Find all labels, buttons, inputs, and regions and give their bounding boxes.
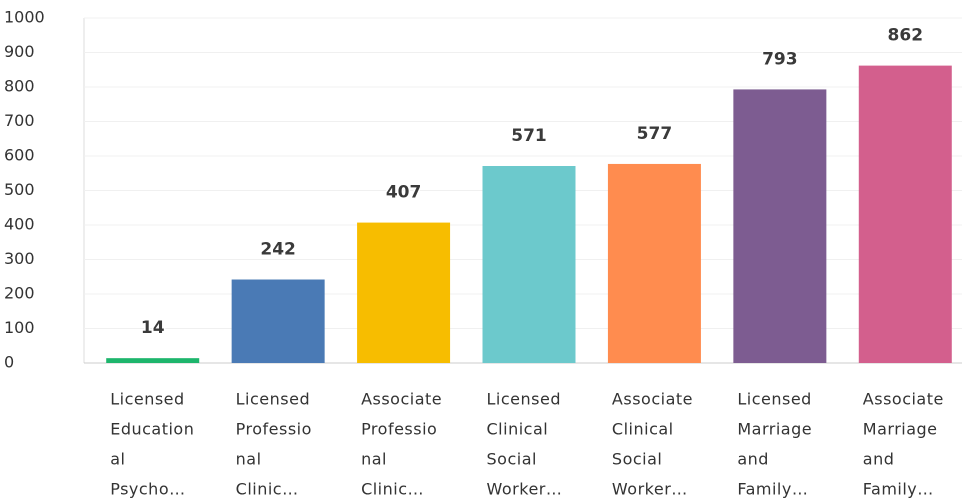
- x-tick-label: and: [737, 450, 769, 469]
- x-tick-label: Worker…: [612, 480, 688, 499]
- bar: [607, 163, 701, 363]
- x-tick-label: nal: [236, 450, 262, 469]
- y-tick-label: 200: [4, 284, 35, 303]
- bar: [858, 65, 952, 364]
- x-tick-label: Clinic…: [361, 480, 424, 499]
- y-tick-label: 100: [4, 318, 35, 337]
- x-tick-label: Worker…: [487, 480, 563, 499]
- bar: [231, 279, 325, 363]
- data-label: 571: [511, 126, 547, 146]
- x-tick-label: Family…: [863, 480, 934, 499]
- x-tick-label: Education: [110, 420, 194, 439]
- bar: [733, 89, 827, 363]
- y-tick-label: 0: [4, 353, 14, 372]
- x-tick-label: Psycho…: [110, 480, 185, 499]
- x-tick-label: Professio: [361, 420, 437, 439]
- x-tick-label: al: [110, 450, 125, 469]
- x-tick-label: Clinical: [612, 420, 674, 439]
- y-tick-label: 300: [4, 249, 35, 268]
- x-tick-label: Licensed: [487, 390, 561, 409]
- x-tick-label: Licensed: [737, 390, 811, 409]
- x-tick-label: Clinic…: [236, 480, 299, 499]
- y-tick-label: 900: [4, 42, 35, 61]
- x-tick-label: Clinical: [487, 420, 549, 439]
- x-tick-label: and: [863, 450, 895, 469]
- data-label: 862: [888, 26, 924, 46]
- x-tick-label: Associate: [863, 390, 944, 409]
- y-tick-label: 700: [4, 111, 35, 130]
- data-label: 407: [386, 183, 422, 203]
- data-label: 14: [141, 318, 165, 338]
- x-tick-label: Social: [612, 450, 662, 469]
- x-tick-label: Social: [487, 450, 537, 469]
- x-tick-label: Associate: [612, 390, 693, 409]
- bar: [106, 358, 200, 363]
- y-tick-label: 600: [4, 146, 35, 165]
- y-tick-label: 800: [4, 77, 35, 96]
- bar: [482, 166, 576, 363]
- data-label: 577: [637, 124, 673, 144]
- y-tick-label: 500: [4, 180, 35, 199]
- bar: [357, 222, 451, 363]
- y-tick-label: 1000: [4, 8, 45, 27]
- data-label: 793: [762, 49, 798, 69]
- data-label: 242: [260, 240, 296, 260]
- x-tick-label: Associate: [361, 390, 442, 409]
- y-tick-label: 400: [4, 215, 35, 234]
- x-tick-label: Marriage: [863, 420, 938, 439]
- x-tick-label: Professio: [236, 420, 312, 439]
- x-tick-label: nal: [361, 450, 387, 469]
- x-tick-label: Licensed: [236, 390, 310, 409]
- x-tick-label: Family…: [737, 480, 808, 499]
- x-tick-label: Marriage: [737, 420, 812, 439]
- x-tick-label: Licensed: [110, 390, 184, 409]
